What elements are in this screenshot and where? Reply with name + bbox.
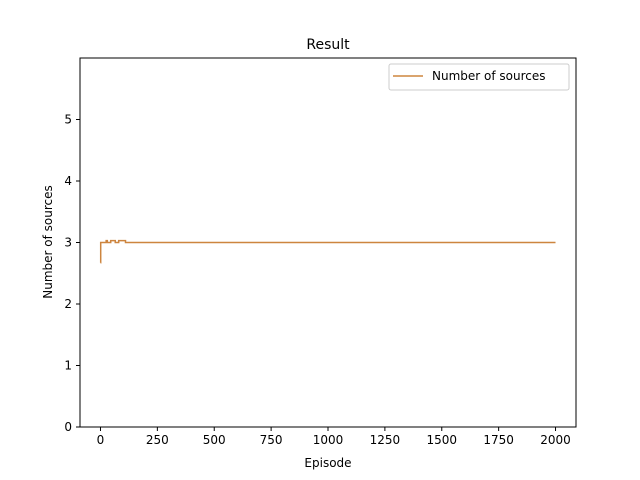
x-tick-label: 1500	[426, 433, 457, 447]
legend: Number of sources	[388, 63, 570, 91]
legend-label: Number of sources	[432, 69, 546, 83]
x-tick-label: 1250	[370, 433, 401, 447]
x-axis-ticks: 0 250 500 750 1000 1250 1500 1750 2000	[97, 427, 571, 447]
y-tick-label: 5	[64, 113, 72, 127]
chart-title: Result	[306, 37, 350, 53]
x-tick-label: 1750	[483, 433, 514, 447]
x-tick-label: 750	[260, 433, 283, 447]
x-tick-label: 500	[203, 433, 226, 447]
x-axis-label: Episode	[304, 456, 351, 470]
y-tick-label: 0	[64, 420, 72, 434]
y-axis-label: Number of sources	[41, 185, 55, 299]
x-tick-label: 1000	[313, 433, 344, 447]
y-axis-ticks: 0 1 2 3 4 5	[64, 113, 80, 434]
series-line	[99, 239, 556, 264]
y-tick-label: 2	[64, 297, 72, 311]
x-tick-label: 250	[146, 433, 169, 447]
legend-box	[388, 63, 570, 91]
y-tick-label: 4	[64, 174, 72, 188]
y-tick-label: 3	[64, 236, 72, 250]
series-layer	[99, 239, 556, 264]
y-tick-label: 1	[64, 359, 72, 373]
x-tick-label: 0	[97, 433, 105, 447]
x-tick-label: 2000	[540, 433, 571, 447]
plot-frame	[79, 57, 577, 428]
